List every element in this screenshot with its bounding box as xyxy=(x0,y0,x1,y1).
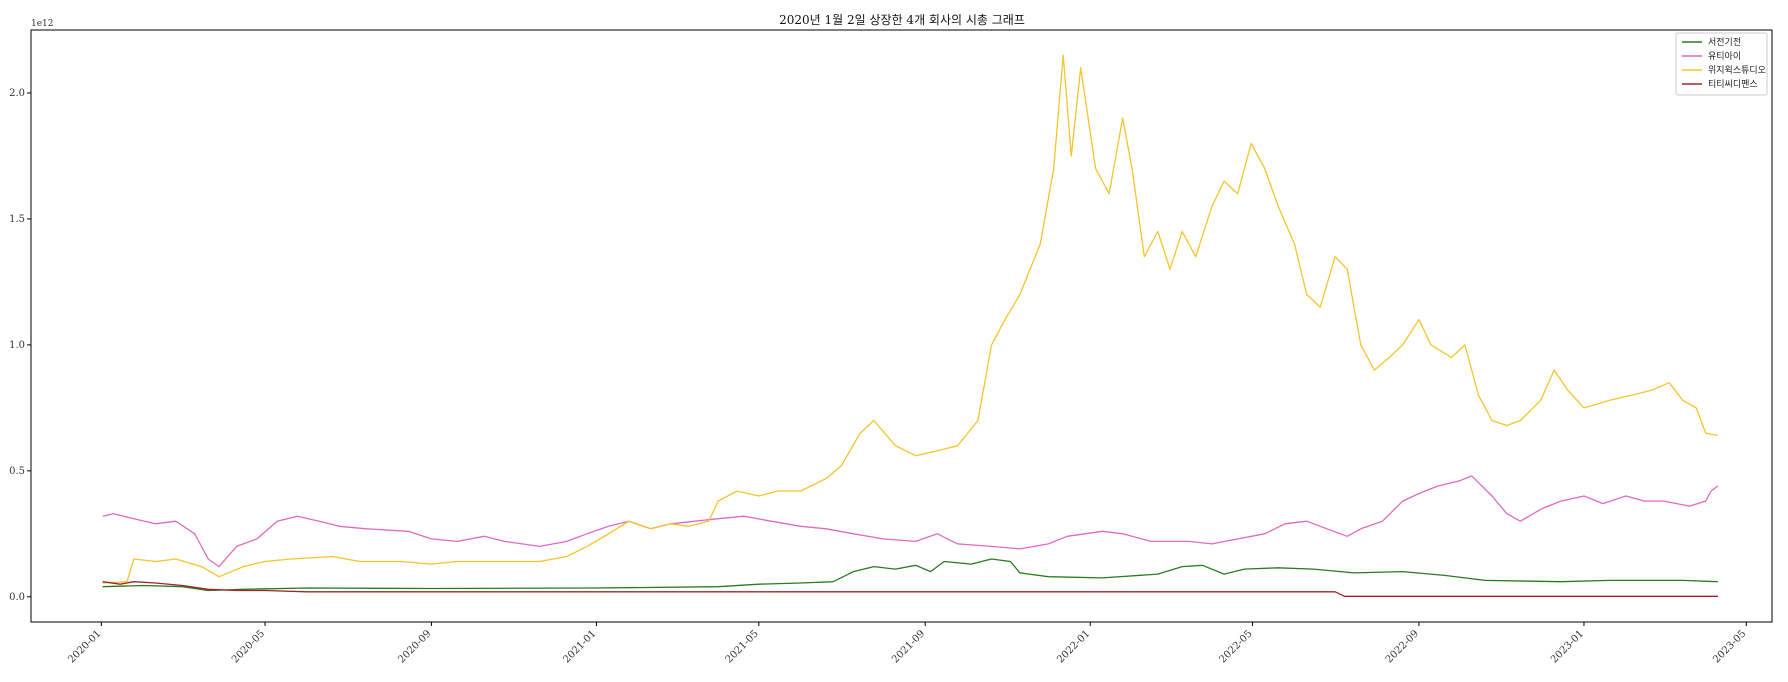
x-tick-label: 2022-01 xyxy=(1055,628,1092,665)
legend-box xyxy=(1675,32,1768,96)
x-axis: 2020-01 2020-05 2020-09 2021-01 2021-05 2021-… xyxy=(66,622,1748,666)
x-tick-label: 2020-09 xyxy=(396,628,433,665)
x-tick-label: 2020-01 xyxy=(66,628,103,665)
plot-frame xyxy=(30,29,1773,623)
x-tick-label: 2022-09 xyxy=(1384,628,1421,665)
chart-title: 2020년 1월 2일 상장한 4개 회사의 시총 그래프 xyxy=(779,13,1025,27)
series-line-2 xyxy=(102,475,1719,568)
x-tick-label: 2021-01 xyxy=(561,628,598,665)
x-tick-label: 2021-09 xyxy=(890,628,927,665)
legend-label: 서전기전 xyxy=(1708,37,1741,48)
series-line-1 xyxy=(102,558,1718,592)
x-tick-label: 2023-01 xyxy=(1549,628,1586,665)
x-tick-label: 2022-05 xyxy=(1217,628,1254,665)
y-tick-label: 1.0 xyxy=(9,340,25,351)
y-tick-label: 0.5 xyxy=(9,466,25,477)
x-tick-label: 2020-05 xyxy=(230,628,267,665)
legend-label: 유티아이 xyxy=(1708,51,1741,62)
x-tick-label: 2021-05 xyxy=(724,628,761,665)
series-line-3 xyxy=(102,54,1719,584)
y-tick-label: 1.5 xyxy=(9,214,25,225)
y-axis: 0.0 0.5 1.0 1.5 2.0 xyxy=(9,88,31,603)
legend-label: 티티씨디펜스 xyxy=(1708,79,1758,90)
y-offset-label: 1e12 xyxy=(31,19,54,29)
x-tick-label: 2023-05 xyxy=(1711,628,1748,665)
y-tick-label: 2.0 xyxy=(9,88,25,99)
series-layer xyxy=(102,54,1719,597)
y-tick-label: 0.0 xyxy=(9,592,25,603)
legend-label: 위지윅스튜디오 xyxy=(1708,65,1766,76)
series-line-4 xyxy=(102,581,1718,597)
